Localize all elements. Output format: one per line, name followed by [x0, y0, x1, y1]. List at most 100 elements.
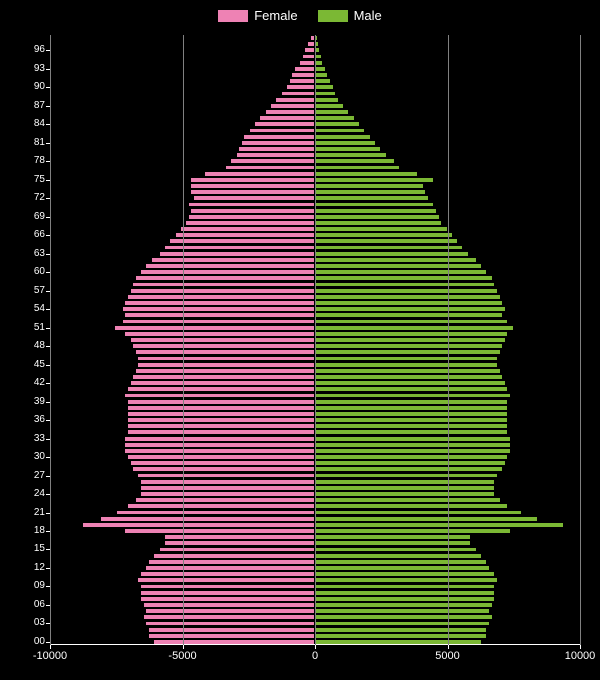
bar-male [315, 571, 495, 577]
x-tick-label: -10000 [33, 650, 67, 662]
x-tick-label: 5000 [435, 650, 459, 662]
y-tick-mark [46, 642, 50, 643]
y-tick-label: 30 [5, 452, 45, 462]
bar-female [130, 337, 316, 343]
bar-female [275, 97, 315, 103]
y-tick-label: 39 [5, 397, 45, 407]
y-tick-mark [46, 420, 50, 421]
bar-female [145, 621, 315, 627]
bar-male [315, 97, 339, 103]
bar-male [315, 202, 434, 208]
bar-male [315, 263, 482, 269]
bar-male [315, 522, 564, 528]
bar-male [315, 584, 495, 590]
bar-male [315, 171, 418, 177]
bar-male [315, 614, 493, 620]
y-tick-mark [46, 161, 50, 162]
bar-female [225, 165, 315, 171]
bar-female [270, 103, 315, 109]
bar-male [315, 152, 387, 158]
y-tick-label: 93 [5, 64, 45, 74]
y-tick-mark [46, 513, 50, 514]
bar-female [100, 516, 315, 522]
bar-male [315, 208, 437, 214]
bar-female [175, 232, 315, 238]
bar-female [114, 325, 315, 331]
bar-male [315, 72, 328, 78]
bar-male [315, 220, 442, 226]
bar-female [153, 553, 315, 559]
bar-male [315, 189, 426, 195]
bar-male [315, 491, 495, 497]
bar-female [137, 473, 315, 479]
bar-male [315, 454, 508, 460]
bar-female [130, 288, 316, 294]
x-tick-label: 10000 [565, 650, 596, 662]
y-tick-label: 06 [5, 600, 45, 610]
y-tick-label: 75 [5, 175, 45, 185]
chart-container: Female Male -10000-500005000100000003060… [0, 0, 600, 680]
y-tick-mark [46, 476, 50, 477]
y-tick-label: 48 [5, 341, 45, 351]
bar-female [169, 238, 315, 244]
bar-female [135, 368, 315, 374]
bar-male [315, 497, 501, 503]
bar-female [236, 152, 316, 158]
y-tick-mark [46, 198, 50, 199]
x-tick-label: -5000 [168, 650, 196, 662]
y-tick-label: 90 [5, 82, 45, 92]
y-tick-mark [46, 531, 50, 532]
y-tick-mark [46, 180, 50, 181]
bar-female [230, 158, 315, 164]
y-tick-label: 54 [5, 304, 45, 314]
bar-male [315, 436, 511, 442]
bar-male [315, 466, 503, 472]
bar-male [315, 356, 498, 362]
y-tick-mark [46, 549, 50, 550]
bar-female [130, 380, 316, 386]
bar-male [315, 319, 508, 325]
bar-male [315, 411, 508, 417]
bar-female [188, 202, 315, 208]
bar-male [315, 312, 503, 318]
y-tick-label: 60 [5, 267, 45, 277]
bar-female [281, 91, 315, 97]
bar-male [315, 306, 506, 312]
bar-female [127, 454, 315, 460]
bar-male [315, 349, 501, 355]
bar-female [137, 356, 315, 362]
bar-male [315, 251, 469, 257]
bar-male [315, 602, 493, 608]
bar-female [124, 331, 315, 337]
bar-male [315, 590, 495, 596]
bar-male [315, 103, 344, 109]
bar-female [190, 177, 315, 183]
bar-male [315, 134, 371, 140]
bar-male [315, 257, 477, 263]
bar-female [286, 84, 315, 90]
bar-male [315, 269, 487, 275]
y-tick-mark [46, 143, 50, 144]
bar-male [315, 473, 498, 479]
y-tick-mark [46, 291, 50, 292]
bar-male [315, 325, 514, 331]
bar-female [140, 590, 315, 596]
bar-female [127, 411, 315, 417]
bar-male [315, 78, 331, 84]
bar-female [140, 596, 315, 602]
y-tick-label: 81 [5, 138, 45, 148]
bar-female [145, 565, 315, 571]
y-tick-mark [46, 346, 50, 347]
x-tick-mark [315, 645, 316, 649]
bar-male [315, 183, 424, 189]
bar-male [315, 460, 506, 466]
bar-female [132, 374, 315, 380]
bar-female [127, 503, 315, 509]
bar-male [315, 565, 490, 571]
y-tick-label: 36 [5, 415, 45, 425]
bar-female [127, 423, 315, 429]
legend-swatch-male [318, 10, 348, 22]
bar-male [315, 547, 477, 553]
bar-female [254, 121, 315, 127]
y-tick-label: 24 [5, 489, 45, 499]
